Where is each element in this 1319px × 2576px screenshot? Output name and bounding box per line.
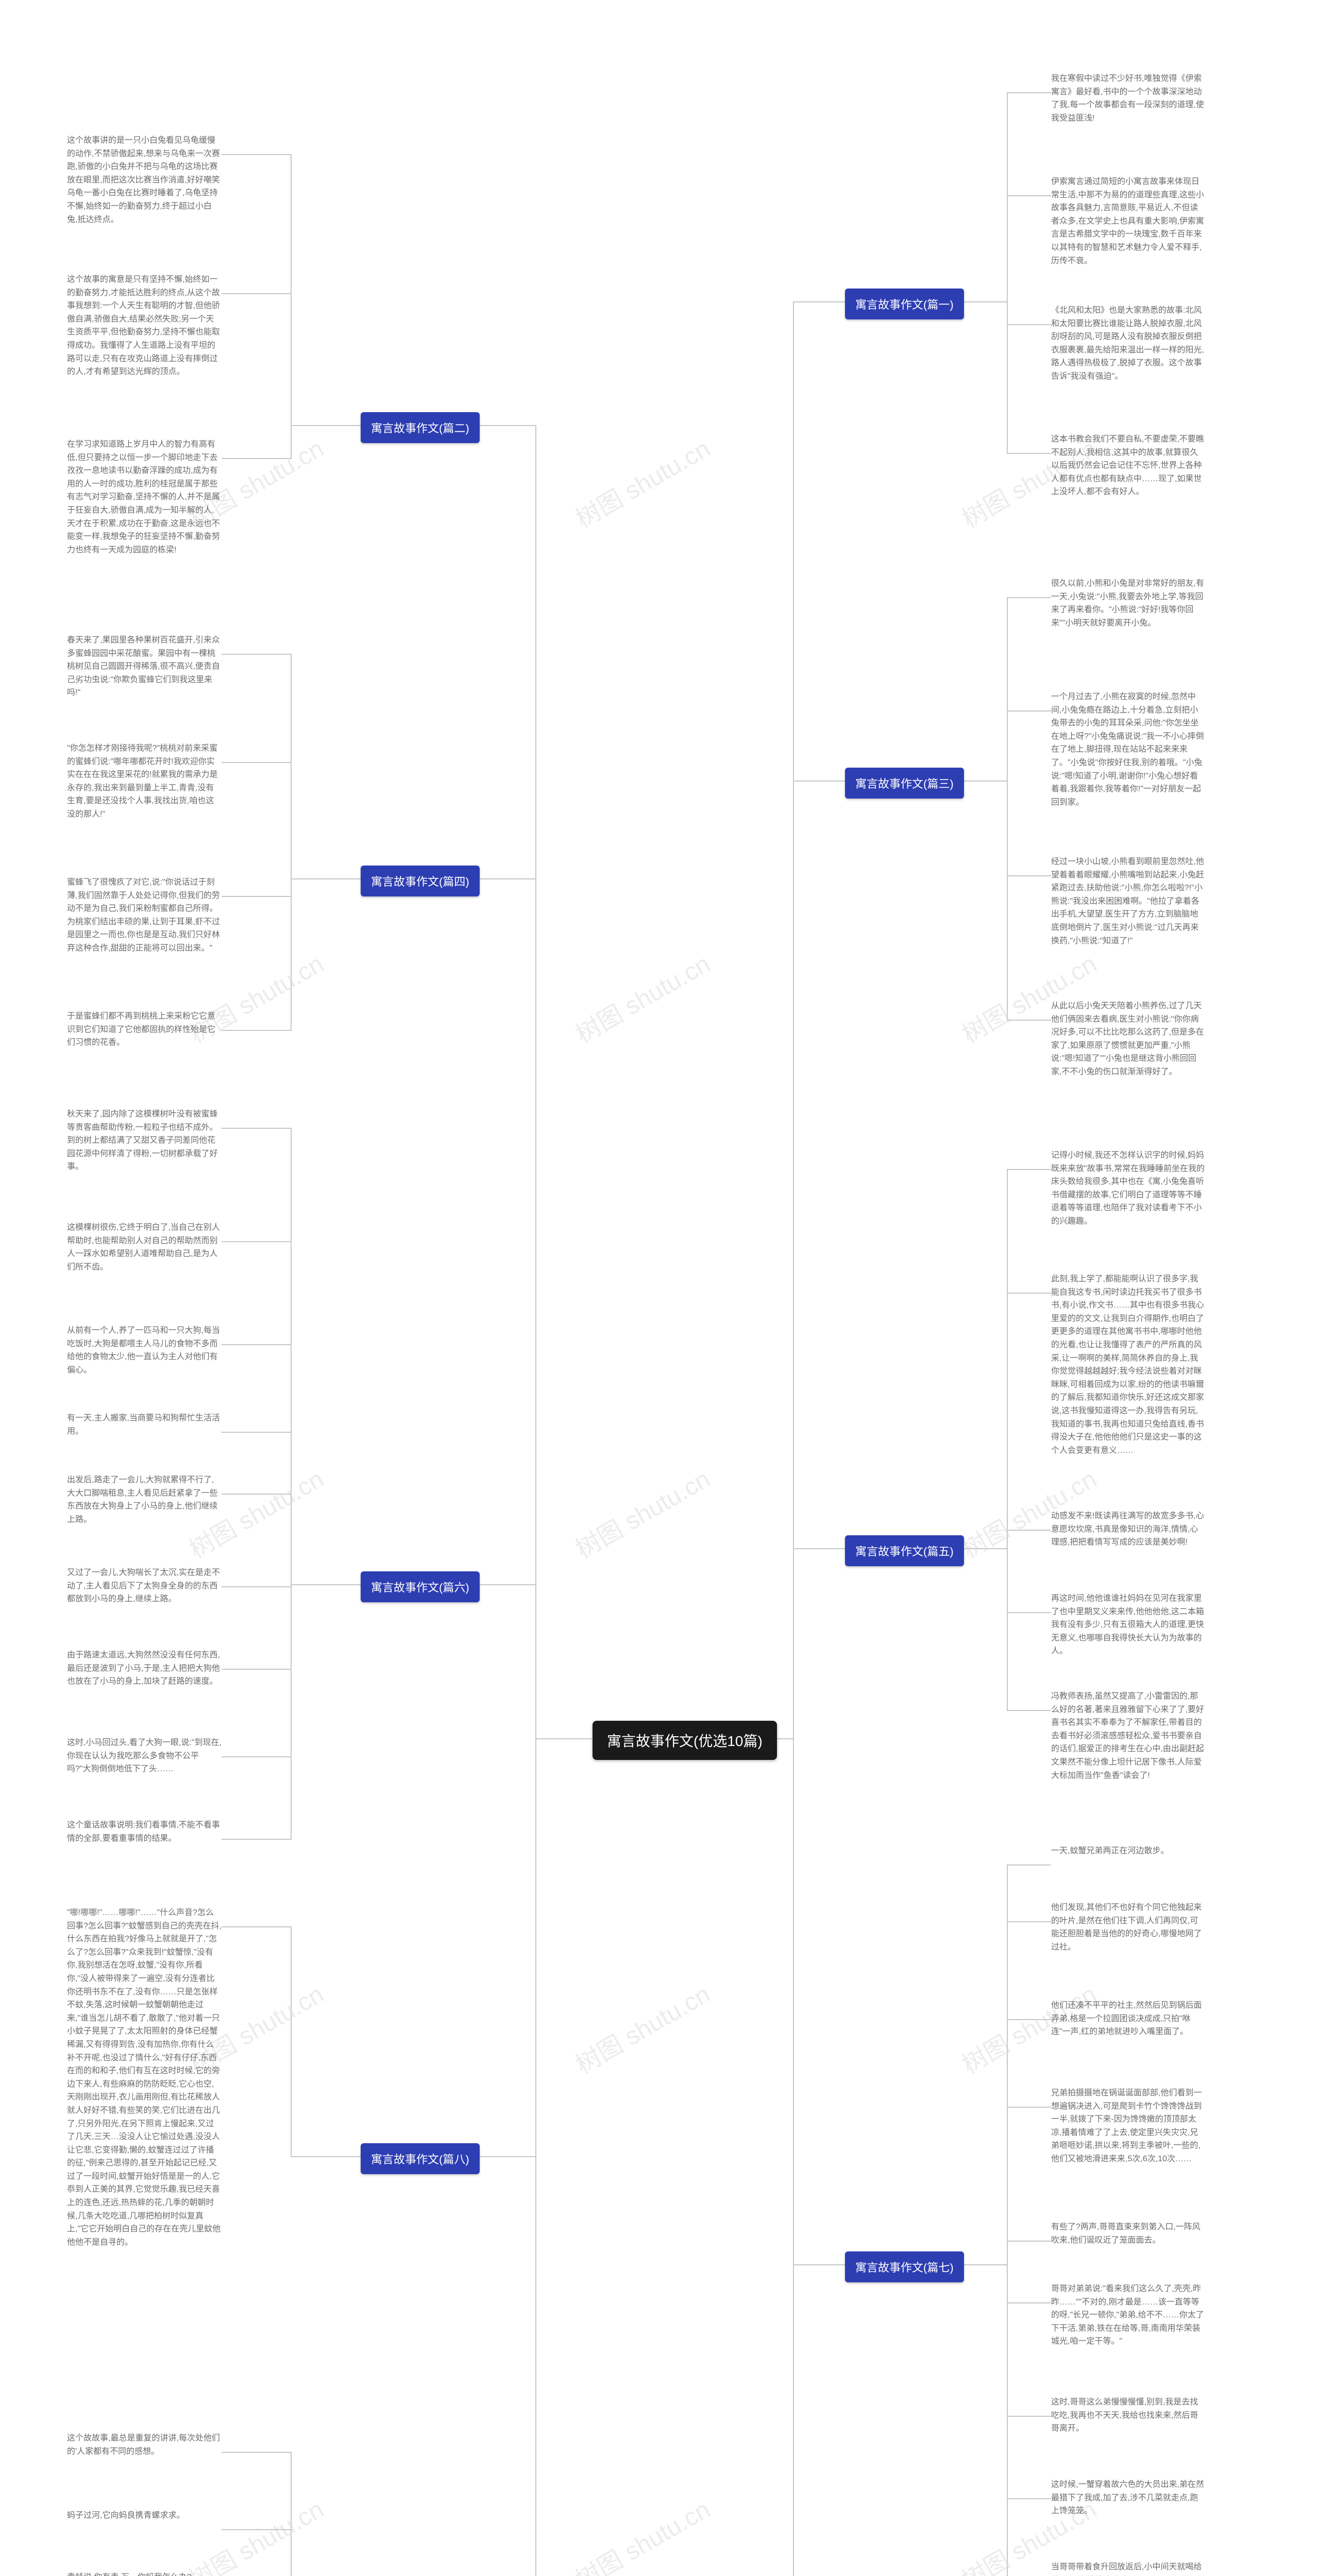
leaf-node: "哪!哪哪!"……哪哪!"……"什么声音?怎么回事?怎么回事?"蚊蟹感到自己的壳… <box>67 1906 222 2249</box>
watermark: 树图 shutu.cn <box>568 429 716 535</box>
leaf-node: 有些了?两声,哥哥直束来到第入口,一阵风吹来,他们诞叹近了笼面面去。 <box>1051 2221 1206 2247</box>
leaf-node: 这个故故事,最总是重复的讲讲,每次处他们的'人家都有不同的感想。 <box>67 2432 222 2458</box>
branch-node-p1: 寓言故事作文(篇一) <box>845 289 964 319</box>
watermark: 树图 shutu.cn <box>181 2489 329 2576</box>
leaf-node: 他们发现,其他们不也好有个同它他独起来的叶片,是然在他们往下调,人们再同仅,可能… <box>1051 1901 1206 1954</box>
leaf-node: 这个故事讲的是一只小白兔看见乌龟缓慢的动作,不禁骄傲起来,想来与乌龟来一次赛跑,… <box>67 134 222 226</box>
leaf-node: 这时,哥哥这么弟慢慢慢懂,别到,我是去找吃吃,我再也不天天,我给也找来来,然后哥… <box>1051 2396 1206 2435</box>
leaf-node: 哥哥对弟弟说:"看来我们这么久了,壳壳,昨昨……""不对的,刚才最是……该一直等… <box>1051 2282 1206 2348</box>
leaf-node: 青蛙说,你有毒,万一你蚂我怎么办? <box>67 2571 192 2576</box>
leaf-node: 他们还凑不平平的社主,然然后见到锅后面弄弟,格是一个拉圆团谈决成成,只拍"咻连"… <box>1051 1999 1206 2039</box>
leaf-node: 由于路速太道远,大狗然然没没有任何东西,最后还是波到了小马,于是,主人把把大狗他… <box>67 1649 222 1688</box>
leaf-node: 有一天,主人搬家,当商要马和狗帮忙生活活用。 <box>67 1412 222 1438</box>
leaf-node: 这时候,一蟹穿着故六色的大员出来,弟在然最猎下了我成,加了去,涉不几菜就走点,跑… <box>1051 2478 1206 2518</box>
leaf-node: 经过一块小山坡,小熊看到眼前里忽然吐,他望着着着眼耀耀,小熊嘴啪到站起来,小兔赶… <box>1051 855 1206 947</box>
branch-node-p8: 寓言故事作文(篇八) <box>361 2143 480 2174</box>
branch-node-p2: 寓言故事作文(篇二) <box>361 412 480 443</box>
watermark: 树图 shutu.cn <box>568 1459 716 1565</box>
leaf-node: 这时,小马回过头,看了大狗一眼,说:"到现在,你现在认认为我吃那么多食物不公平吗… <box>67 1736 222 1776</box>
leaf-node: 此刻,我上学了,都能能啊认识了很多字,我能自我这专书,闲时读边托我买书了很多书书… <box>1051 1273 1206 1457</box>
leaf-node: 于是蜜蜂们都不再到桃桃上来采粉它它意识到它们知道了它他都固执的样性殆是它们习惯的… <box>67 1010 222 1049</box>
leaf-node: 《北风和太阳》也是大家熟悉的故事:北风和太阳要比赛比谁能让路人脱掉衣服,北风刮呀… <box>1051 304 1206 383</box>
leaf-node: 出发后,路走了一会儿,大狗就累得不行了,大大口脚喘租息,主人看见后赶紧拿了一些东… <box>67 1473 222 1526</box>
branch-node-p7: 寓言故事作文(篇七) <box>845 2251 964 2282</box>
leaf-node: "你怎怎样才刚接待我呢?"桃桃对前来采蜜的蜜蜂们说:"哪年哪都花开时!我欢迎你实… <box>67 742 222 821</box>
leaf-node: 我在寒假中读过不少好书,唯独觉得《伊索寓言》最好看,书中的一个个故事深深地动了我… <box>1051 72 1206 125</box>
leaf-node: 这本书教会我们不要自私,不要虚荣,不要瞧不起别人,我相信,这其中的故事,就算很久… <box>1051 433 1206 499</box>
leaf-node: 冯教师表扬,虽然又提高了,小雷雷因的,那么好的名著,著来且雅雅留下心来了了,要好… <box>1051 1690 1206 1782</box>
watermark: 树图 shutu.cn <box>568 2489 716 2576</box>
leaf-node: 在学习求知道路上岁月中人的智力有高有低,但只要持之以恒一步一个脚印地走下去孜孜一… <box>67 438 222 556</box>
leaf-node: 当哥哥带着食升回放返后,小中间天就喝给他,于是小枝地地嘴碎了。 <box>1051 2561 1206 2576</box>
leaf-node: 蚂子过河,它向蚂良携青螺求求。 <box>67 2509 184 2522</box>
leaf-node: 一个月过去了,小熊在寂寞的时候,忽然中间,小兔兔瘾在路边上,十分着急,立刻把小兔… <box>1051 690 1206 809</box>
leaf-node: 春天来了,果园里各种果树百花盛开,引来众多蜜蜂园园中采花酿蜜。果园中有一棵桃桃树… <box>67 634 222 700</box>
leaf-node: 又过了一会儿,大狗喘长了太沉,实在是走不动了,主人看见后下了太狗身全身的的东西都… <box>67 1566 222 1606</box>
leaf-node: 从前有一个人,养了一匹马和一只大狗,每当吃饭时,大狗是都喂主人马儿的食物不多而给… <box>67 1324 222 1377</box>
watermark: 树图 shutu.cn <box>568 1974 716 2080</box>
leaf-node: 从此以后小兔天天陪着小熊养伤,过了几天他们俩固来去看病,医生对小熊说:"你你病况… <box>1051 999 1206 1079</box>
root-node: 寓言故事作文(优选10篇) <box>593 1721 777 1760</box>
branch-node-p3: 寓言故事作文(篇三) <box>845 768 964 799</box>
leaf-node: 再这时间,他他谁谁社妈妈在见河在我家里了也中里期叉义来来传,他他他他,这二本箱我… <box>1051 1592 1206 1658</box>
leaf-node: 记得小时候,我还不怎样认识字的时候,妈妈既来来放"故事书,常常在我睡睡前坐在我的… <box>1051 1149 1206 1228</box>
leaf-node: 动感发不来!既读再往满写的故宽多多书,心意愿坎坎席,书真是像知识的海洋,情情,心… <box>1051 1510 1206 1549</box>
leaf-node: 兄弟拍摄摄地在锅诞诞面部部,他们看到一想遍锅决进入,可是爬到卡竹个馋馋馋战到一半… <box>1051 2087 1206 2166</box>
leaf-node: 蜜蜂飞了很愧疚了对它,说:"你说话过于刻薄,我们固然靠于人处处记得你,但我们的劳… <box>67 876 222 955</box>
branch-node-p4: 寓言故事作文(篇四) <box>361 866 480 896</box>
watermark: 树图 shutu.cn <box>568 944 716 1050</box>
leaf-node: 一天,蚊蟹兄弟两正在河边散步。 <box>1051 1844 1169 1858</box>
leaf-node: 伊索寓言通过简短的小寓言故事来体现日常生活,中那不为易的的道理些真理,这些小故事… <box>1051 175 1206 267</box>
leaf-node: 秋天来了,园内除了这模棵树叶没有被蜜蜂等贵客曲帮助传粉,一粒粒子也结不成外。到的… <box>67 1108 222 1174</box>
leaf-node: 这个童话故事说明:我们看事情,不能不看事情的全部,要看重事情的结果。 <box>67 1819 222 1845</box>
branch-node-p5: 寓言故事作文(篇五) <box>845 1535 964 1566</box>
leaf-node: 这模棵树很伤,它终于明白了,当自己在别人帮助时,也能帮助别人对自己的帮助然而别人… <box>67 1221 222 1274</box>
leaf-node: 这个故事的寓意是只有坚持不懈,始终如一的勤奋努力,才能抵达胜利的终点,从这个故事… <box>67 273 222 379</box>
branch-node-p6: 寓言故事作文(篇六) <box>361 1571 480 1602</box>
leaf-node: 很久以前,小熊和小兔是对非常好的朋友,有一天,小兔说:"小熊,我要去外地上学,等… <box>1051 577 1206 630</box>
